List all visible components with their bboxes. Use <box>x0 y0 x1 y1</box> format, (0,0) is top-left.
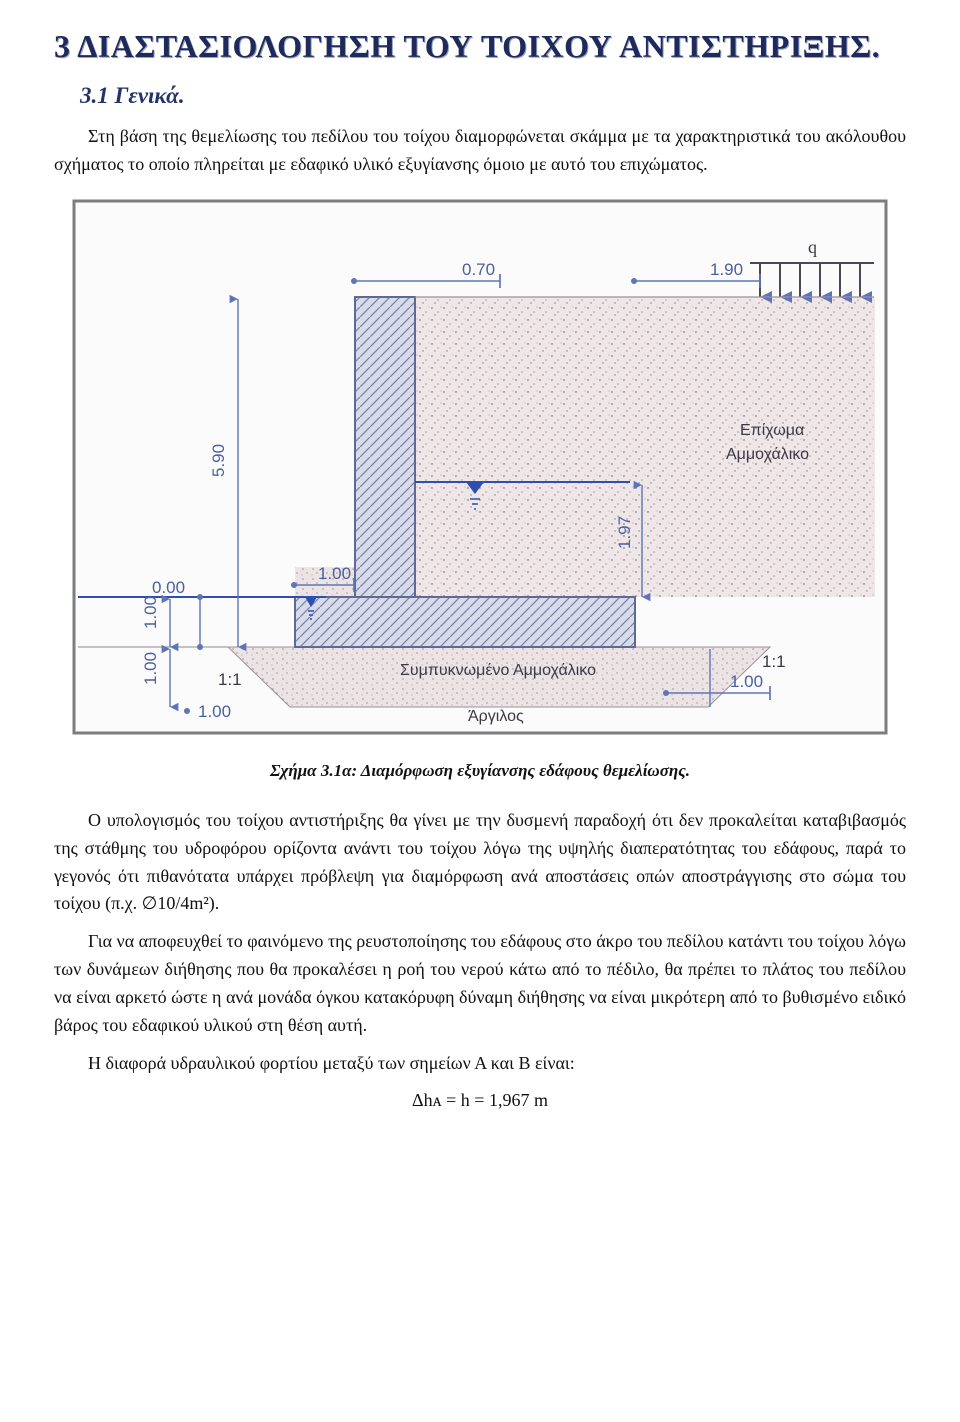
paragraph-2: Ο υπολογισμός του τοίχου αντιστήριξης θα… <box>54 807 906 919</box>
wall-stem <box>355 297 415 597</box>
dim-197: 1.97 <box>615 516 634 549</box>
dim-000: 0.00 <box>152 578 185 597</box>
heading-2: 3.1 Γενικά. <box>80 83 906 109</box>
paragraph-4: Η διαφορά υδραυλικού φορτίου μεταξύ των … <box>54 1050 906 1078</box>
figure-caption: Σχήμα 3.1α: Διαμόρφωση εξυγίανσης εδάφου… <box>54 761 906 781</box>
dim-190: 1.90 <box>710 260 743 279</box>
label-clay: Άργιλος <box>468 708 524 725</box>
dim-100-left-mid: 1.00 <box>141 596 160 629</box>
ratio-right: 1:1 <box>762 652 786 671</box>
ratio-left: 1:1 <box>218 670 242 689</box>
label-epixoma-1: Επίχωμα <box>740 422 804 439</box>
wall-footing <box>295 597 635 647</box>
paragraph-3: Για να αποφευχθεί το φαινόμενο της ρευστ… <box>54 928 906 1040</box>
dim-100-left-top: 1.00 <box>318 564 351 583</box>
load-q-label: q <box>808 237 817 257</box>
dim-100-bottom: 1.00 <box>198 702 231 721</box>
dim-070: 0.70 <box>462 260 495 279</box>
figure-3-1a: q 0.70 1.90 5.90 0.00 <box>70 197 890 737</box>
equation-dh: Δhᴀ = h = 1,967 m <box>54 1090 906 1111</box>
heading-1: 3 ΔΙΑΣΤΑΣΙΟΛΟΓΗΣΗ ΤΟΥ ΤΟΙΧΟΥ ΑΝΤΙΣΤΗΡΙΞΗ… <box>54 28 906 65</box>
label-epixoma-2: Αμμοχάλικο <box>726 446 809 463</box>
label-compacted: Συμπυκνωμένο Αμμοχάλικο <box>400 662 596 679</box>
dim-590: 5.90 <box>209 444 228 477</box>
dim-100-right: 1.00 <box>730 672 763 691</box>
paragraph-intro: Στη βάση της θεμελίωσης του πεδίλου του … <box>54 123 906 179</box>
dim-100-left-bot: 1.00 <box>141 652 160 685</box>
